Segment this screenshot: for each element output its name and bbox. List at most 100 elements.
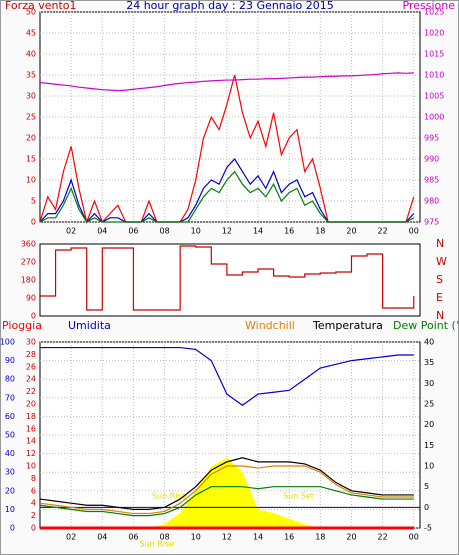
y2-tick-label: 35 [424, 358, 434, 367]
y-tick-label: 15 [26, 155, 36, 164]
series-line [40, 245, 415, 311]
x-tick-label: 02 [66, 227, 76, 236]
y3-tick-label: 14 [26, 437, 36, 446]
y3-tick-label: 28 [26, 350, 36, 359]
y2-tick-label: 1000 [424, 113, 444, 122]
y2-tick-label: 15 [424, 441, 434, 450]
series-line [40, 346, 414, 406]
y2-tick-label: 5 [424, 482, 429, 491]
y3-tick-label: 18 [26, 412, 36, 421]
x-tick-label: 08 [159, 533, 169, 542]
y-tick-label: 20 [26, 134, 36, 143]
x-tick-label: 20 [346, 533, 356, 542]
y-tick-label: 35 [26, 71, 36, 80]
x-tick-label: 18 [315, 533, 325, 542]
x-tick-label: 02 [66, 533, 76, 542]
y-tick-label: 360 [21, 240, 36, 249]
y2-tick-label: 985 [424, 176, 439, 185]
y-axis-label: Forza vento1 [5, 0, 77, 12]
y2-axis-label: Pressione [403, 0, 456, 12]
y2-tick-label: 1010 [424, 71, 444, 80]
y-tick-label: 60 [5, 412, 15, 421]
y2-tick-label: -5 [424, 524, 432, 533]
series-line [39, 465, 414, 515]
series-line [39, 170, 415, 223]
y3-tick-label: 12 [26, 449, 36, 458]
x-tick-label: 16 [284, 533, 294, 542]
y2-tick-label: 40 [424, 338, 434, 347]
y2-tick-label: 990 [424, 155, 439, 164]
solar-area [40, 457, 414, 528]
y-tick-label: 270 [21, 258, 36, 267]
y-tick-label: 50 [5, 431, 15, 440]
y3-tick-label: 2 [31, 511, 36, 520]
annotation: Sun Set [283, 492, 314, 501]
x-tick-label: 04 [97, 533, 107, 542]
series-line [39, 72, 414, 92]
y-tick-label: 90 [26, 294, 36, 303]
x-tick-label: 22 [378, 533, 388, 542]
y2-tick-label: 1020 [424, 29, 444, 38]
y-tick-label: 50 [26, 8, 36, 17]
y3-tick-label: 22 [26, 387, 36, 396]
y2-tick-label: S [436, 273, 443, 286]
y2-tick-label: 20 [424, 420, 434, 429]
y-tick-label: 40 [5, 449, 15, 458]
y3-tick-label: 10 [26, 462, 36, 471]
y3-tick-label: 8 [31, 474, 36, 483]
y3-tick-label: 20 [26, 400, 36, 409]
legend-entry: Pioggia [2, 319, 42, 332]
x-tick-label: 06 [128, 227, 138, 236]
x-tick-label: 06 [128, 533, 138, 542]
y3-tick-label: 30 [26, 338, 36, 347]
x-tick-label: 14 [253, 227, 263, 236]
series-line [39, 486, 414, 517]
chart-title: 24 hour graph day : 23 Gennaio 2015 [126, 0, 334, 12]
y2-tick-label: 1015 [424, 50, 444, 59]
y-tick-label: 10 [5, 505, 15, 514]
y-tick-label: 80 [5, 375, 15, 384]
legend-entry: Temperatura [312, 319, 383, 332]
y-tick-label: 40 [26, 50, 36, 59]
annotation: Sun Rise [152, 492, 187, 501]
y2-tick-label: 1025 [424, 8, 444, 17]
annotation: Sun Rise [139, 540, 174, 549]
y2-tick-label: 1005 [424, 92, 444, 101]
y2-tick-label: 10 [424, 462, 434, 471]
legend-entry: Windchill [245, 319, 295, 332]
y-tick-label: 0 [31, 218, 36, 227]
y-tick-label: 180 [21, 276, 36, 285]
y-tick-label: 5 [31, 197, 36, 206]
y2-tick-label: N [436, 309, 444, 322]
x-tick-label: 14 [253, 533, 263, 542]
y-tick-label: 30 [5, 468, 15, 477]
y-tick-label: 90 [5, 356, 15, 365]
y3-tick-label: 16 [26, 424, 36, 433]
y2-tick-label: 0 [424, 503, 429, 512]
x-tick-label: 00 [409, 227, 419, 236]
x-tick-label: 12 [222, 227, 232, 236]
y3-tick-label: 6 [31, 486, 36, 495]
y3-tick-label: 26 [26, 362, 36, 371]
y2-tick-label: W [436, 255, 447, 268]
x-tick-label: 04 [97, 227, 107, 236]
x-tick-label: 16 [284, 227, 294, 236]
y2-tick-label: E [436, 291, 443, 304]
legend-entry: Umidita [68, 319, 111, 332]
x-tick-label: 08 [159, 227, 169, 236]
y3-tick-label: 4 [31, 499, 36, 508]
y-tick-label: 45 [26, 29, 36, 38]
series-line [39, 457, 414, 510]
x-tick-label: 10 [191, 533, 201, 542]
y3-tick-label: 24 [26, 375, 36, 384]
x-tick-label: 00 [409, 533, 419, 542]
y-tick-label: 0 [31, 312, 36, 321]
y-tick-label: 20 [5, 486, 15, 495]
y-tick-label: 10 [26, 176, 36, 185]
x-tick-label: 10 [191, 227, 201, 236]
x-tick-label: 20 [346, 227, 356, 236]
y-tick-label: 100 [0, 338, 15, 347]
x-tick-label: 22 [378, 227, 388, 236]
y2-tick-label: 30 [424, 379, 434, 388]
